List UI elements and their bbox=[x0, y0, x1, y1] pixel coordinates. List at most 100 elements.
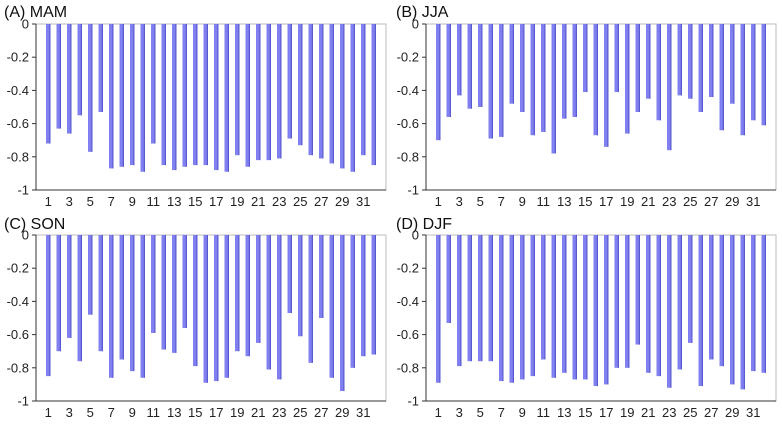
bar bbox=[256, 24, 261, 161]
bar-shade bbox=[449, 235, 451, 323]
bar-shade bbox=[649, 235, 651, 373]
bar bbox=[277, 24, 282, 159]
bar bbox=[572, 235, 577, 380]
y-tick-label: 0 bbox=[22, 17, 29, 32]
bar bbox=[551, 235, 556, 378]
x-tick-label: 31 bbox=[746, 194, 760, 209]
bar bbox=[340, 24, 345, 169]
bar bbox=[467, 24, 472, 109]
bar bbox=[457, 235, 462, 367]
bar bbox=[730, 24, 735, 104]
bar bbox=[677, 235, 682, 370]
bar bbox=[287, 235, 292, 314]
bar bbox=[761, 235, 766, 373]
bar-shade bbox=[565, 235, 567, 373]
bar-shade bbox=[649, 24, 651, 99]
bar-shade bbox=[628, 235, 630, 368]
bar-shade bbox=[722, 235, 724, 367]
bar bbox=[635, 235, 640, 345]
bar bbox=[77, 235, 82, 362]
bar bbox=[593, 235, 598, 387]
x-tick-label: 7 bbox=[108, 405, 115, 420]
bar bbox=[172, 235, 177, 353]
bar bbox=[245, 24, 250, 167]
bar-shade bbox=[80, 24, 82, 116]
bar bbox=[761, 24, 766, 126]
bar-shade bbox=[59, 235, 61, 352]
bar-shade bbox=[607, 24, 609, 147]
bar-shade bbox=[712, 235, 714, 360]
bar bbox=[203, 24, 208, 166]
bar bbox=[109, 235, 114, 378]
bar bbox=[740, 235, 745, 390]
bar bbox=[677, 24, 682, 96]
bar bbox=[361, 235, 366, 357]
bar bbox=[751, 24, 756, 121]
bar bbox=[109, 24, 114, 169]
x-tick-label: 15 bbox=[188, 194, 202, 209]
bar bbox=[488, 24, 493, 139]
bar-shade bbox=[133, 235, 135, 372]
bar bbox=[161, 235, 166, 350]
bar-shade bbox=[227, 24, 229, 172]
bar-shade bbox=[439, 235, 441, 383]
x-tick-label: 27 bbox=[704, 194, 718, 209]
y-tick-label: -0.4 bbox=[397, 83, 419, 98]
bar bbox=[298, 235, 303, 337]
y-tick-label: -1 bbox=[407, 394, 419, 409]
bar-shade bbox=[460, 24, 462, 96]
bar-shade bbox=[154, 235, 156, 333]
bar-shade bbox=[49, 24, 51, 144]
x-tick-label: 9 bbox=[519, 194, 526, 209]
bar-shade bbox=[164, 24, 166, 166]
x-tick-label: 31 bbox=[356, 194, 370, 209]
bar bbox=[56, 235, 61, 352]
y-tick-label: -0.2 bbox=[7, 261, 29, 276]
bar-shade bbox=[470, 24, 472, 109]
bar-shade bbox=[470, 235, 472, 362]
x-tick-label: 11 bbox=[147, 194, 161, 209]
bar-shade bbox=[439, 24, 441, 141]
bar-shade bbox=[143, 24, 145, 172]
bar-shade bbox=[70, 235, 72, 338]
bar bbox=[46, 235, 51, 377]
bar-shade bbox=[554, 24, 556, 154]
bar-shade bbox=[659, 24, 661, 121]
bar-shade bbox=[449, 24, 451, 117]
x-tick-label: 27 bbox=[704, 405, 718, 420]
bar bbox=[319, 24, 324, 159]
bar bbox=[520, 235, 525, 380]
bar-shade bbox=[112, 24, 114, 169]
x-tick-label: 27 bbox=[314, 405, 328, 420]
y-tick-label: -1 bbox=[17, 394, 29, 409]
x-tick-label: 23 bbox=[272, 405, 286, 420]
bar-shade bbox=[70, 24, 72, 134]
y-tick-label: -0.8 bbox=[397, 149, 419, 164]
bar-shade bbox=[712, 24, 714, 98]
bar-shade bbox=[290, 235, 292, 314]
bar-shade bbox=[301, 24, 303, 146]
bar-shade bbox=[491, 24, 493, 139]
panel-title: (B) JJA bbox=[396, 4, 449, 21]
bar-shade bbox=[80, 235, 82, 362]
bar bbox=[308, 24, 313, 156]
bar bbox=[667, 235, 672, 388]
bar bbox=[340, 235, 345, 392]
bar bbox=[478, 24, 483, 107]
bar bbox=[46, 24, 51, 144]
x-tick-label: 21 bbox=[251, 194, 265, 209]
x-tick-label: 19 bbox=[230, 405, 244, 420]
x-tick-label: 15 bbox=[188, 405, 202, 420]
bar-shade bbox=[122, 24, 124, 167]
y-tick-label: -0.2 bbox=[7, 50, 29, 65]
bar-shade bbox=[364, 235, 366, 357]
x-tick-label: 25 bbox=[683, 194, 697, 209]
bar bbox=[583, 24, 588, 93]
bar-shade bbox=[743, 24, 745, 136]
bar bbox=[667, 24, 672, 151]
bar-shade bbox=[248, 235, 250, 357]
bar-shade bbox=[670, 235, 672, 388]
